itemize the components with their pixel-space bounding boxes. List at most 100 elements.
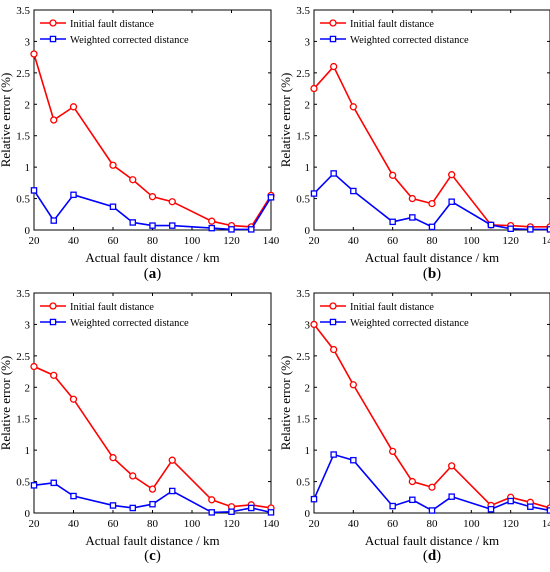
legend-entry: Initial fault distance	[320, 19, 434, 30]
chart-panel-b: 20 40 60 80 100 120 140 0 0.5 1 1.5 2 2.5 3 3.5 Actual …	[278, 5, 550, 282]
data-point	[208, 217, 216, 225]
data-point	[148, 193, 157, 201]
data-point	[310, 190, 318, 197]
x-axis-label: Actual fault distance / km	[85, 250, 219, 265]
x-tick-label: 100	[463, 518, 480, 530]
data-point	[389, 218, 396, 226]
y-tick-label: 3.5	[16, 5, 30, 17]
x-tick-label: 40	[68, 518, 80, 530]
x-tick-label: 80	[147, 518, 159, 530]
legend-label: Weighted corrected distance	[70, 318, 189, 329]
data-point	[546, 507, 550, 514]
x-axis-label: Actual fault distance / km	[85, 533, 219, 548]
data-point	[428, 483, 436, 491]
data-point	[408, 477, 416, 486]
data-point	[129, 176, 137, 184]
data-point	[50, 116, 58, 124]
data-point	[168, 198, 176, 206]
x-tick-label: 80	[427, 518, 439, 530]
data-point	[109, 502, 117, 509]
legend-marker	[329, 35, 337, 43]
data-point	[350, 456, 357, 464]
data-point	[30, 187, 38, 194]
panel-label: (c)	[144, 548, 161, 564]
y-tick-label: 0.5	[16, 477, 30, 489]
data-point	[208, 496, 216, 504]
x-tick-label: 20	[309, 235, 321, 247]
y-tick-label: 3.5	[296, 5, 310, 17]
x-tick-label: 60	[387, 518, 399, 530]
y-tick-label: 2	[25, 99, 31, 111]
data-point	[330, 451, 337, 458]
data-point	[149, 500, 156, 508]
data-point	[129, 219, 136, 226]
data-point	[448, 198, 455, 205]
data-point	[208, 509, 215, 516]
legend-entry: Weighted corrected distance	[320, 318, 469, 329]
data-point	[527, 226, 534, 233]
data-point	[129, 472, 137, 480]
y-tick-label: 1	[25, 162, 31, 174]
y-tick-label: 2	[305, 99, 311, 111]
data-point	[349, 381, 357, 389]
data-point	[330, 62, 338, 71]
x-tick-label: 60	[387, 235, 399, 247]
y-axis-label: Relative error (%)	[0, 356, 13, 451]
legend-entry: Weighted corrected distance	[40, 35, 189, 46]
y-tick-label: 0	[25, 225, 31, 237]
panel-label: (a)	[144, 266, 162, 282]
data-point	[448, 462, 456, 470]
legend-label: Initial fault distance	[70, 302, 154, 313]
y-axis-label: Relative error (%)	[0, 73, 13, 168]
data-point	[30, 362, 38, 371]
data-point	[168, 456, 176, 464]
y-tick-label: 3	[305, 36, 311, 48]
chart-panel-a: 20 40 60 80 100 120 140 0 0.5 1 1.5 2 2.5 3 3.5 Actual …	[0, 5, 280, 282]
x-tick-label: 140	[542, 518, 550, 530]
legend-label: Weighted corrected distance	[70, 35, 189, 46]
legend-marker	[49, 35, 57, 43]
y-axis-label: Relative error (%)	[278, 73, 293, 168]
data-point	[247, 504, 255, 512]
legend-marker	[49, 302, 57, 310]
data-point	[50, 479, 58, 487]
x-tick-label: 60	[108, 518, 120, 530]
y-tick-label: 2.5	[16, 351, 30, 363]
data-point	[507, 225, 514, 232]
x-tick-label: 80	[427, 235, 439, 247]
panel-letter: d	[428, 548, 437, 564]
chart-panel-c: 20 40 60 80 100 120 140 0 0.5 1 1.5 2 2.5 3 3.5 Actual …	[0, 288, 280, 564]
y-tick-label: 2.5	[296, 68, 310, 80]
data-point	[148, 485, 157, 493]
x-tick-label: 100	[463, 235, 480, 247]
data-point	[330, 345, 338, 354]
data-point	[409, 214, 416, 221]
y-tick-label: 2	[305, 382, 311, 394]
legend-label: Weighted corrected distance	[350, 318, 469, 329]
data-point	[109, 454, 117, 462]
data-point	[428, 199, 436, 208]
legend-label: Initial fault distance	[350, 302, 434, 313]
data-point	[267, 509, 275, 516]
data-point	[546, 226, 550, 233]
data-point	[69, 103, 78, 111]
x-tick-label: 100	[184, 235, 201, 247]
x-tick-label: 140	[542, 235, 550, 247]
legend-marker	[329, 302, 337, 310]
y-tick-label: 1	[25, 445, 31, 457]
y-tick-label: 2	[25, 382, 31, 394]
x-tick-label: 100	[184, 518, 201, 530]
data-point	[487, 505, 495, 513]
data-point	[350, 187, 357, 195]
legend-marker	[329, 318, 337, 326]
data-point	[310, 320, 318, 329]
data-point	[30, 482, 38, 489]
data-point	[50, 371, 58, 379]
panel-label: (b)	[423, 266, 441, 282]
y-tick-label: 3.5	[296, 288, 310, 300]
data-point	[448, 493, 455, 500]
data-point	[228, 226, 235, 233]
data-point	[310, 84, 318, 93]
legend-marker	[49, 318, 57, 326]
